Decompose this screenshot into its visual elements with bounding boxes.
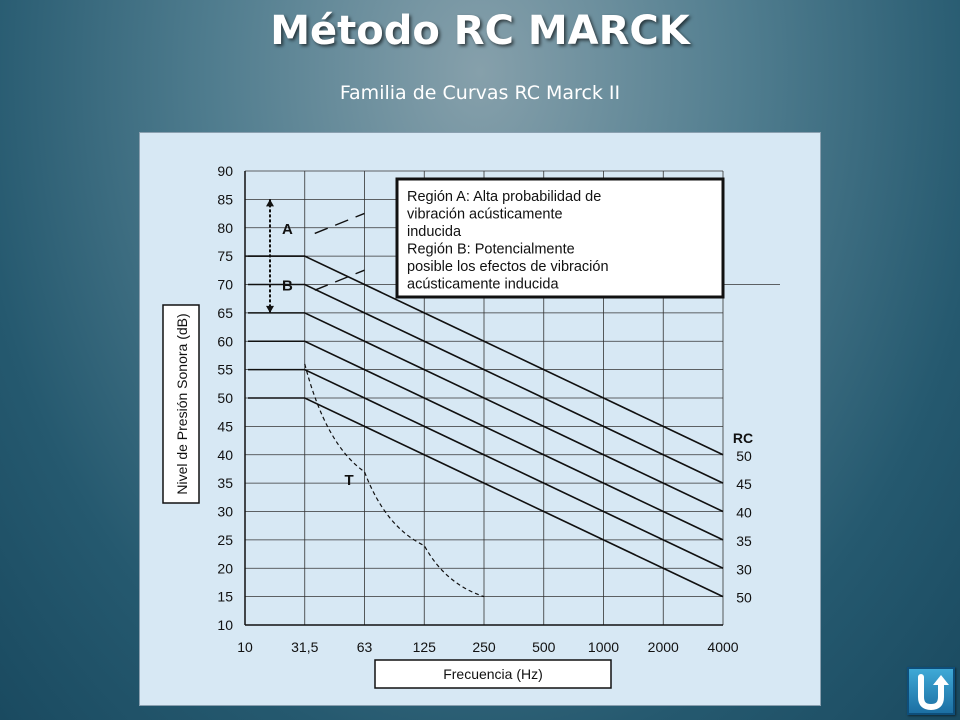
rc-curve-label: 35 [736,533,752,549]
annotation-line: inducida [407,224,462,240]
x-tick-label: 250 [472,639,496,655]
annotation-line: acústicamente inducida [407,277,559,293]
y-tick-label: 45 [217,418,233,434]
y-tick-label: 40 [217,447,233,463]
threshold-curve-label: T [345,472,354,489]
y-tick-label: 60 [217,333,233,349]
x-tick-label: 4000 [707,639,738,655]
y-tick-label: 90 [217,163,233,179]
x-tick-label: 1000 [588,639,619,655]
rc-curve-label: 50 [736,448,752,464]
rc-curve-label: 40 [736,505,752,521]
region-arrowhead-down [266,305,274,313]
y-tick-label: 30 [217,504,233,520]
region-label: B [282,278,293,295]
y-tick-label: 35 [217,475,233,491]
y-tick-label: 70 [217,277,233,293]
y-tick-label: 65 [217,305,233,321]
rc-curve-50 [248,397,724,598]
region-arrowhead-up [266,199,274,207]
rc-curve-label: 50 [736,590,752,606]
x-tick-label: 63 [357,639,373,655]
slide-subtitle: Familia de Curvas RC Marck II [339,82,621,104]
annotation-line: Región A: Alta probabilidad de [407,189,601,205]
rc-curve-45 [248,283,724,484]
rc-curve-50 [248,255,724,456]
x-axis-label: Frecuencia (Hz) [443,666,543,682]
y-tick-label: 75 [217,248,233,264]
y-tick-label: 85 [217,191,233,207]
rc-curve-label: 30 [736,561,752,577]
region-leader [314,212,365,235]
y-tick-label: 50 [217,390,233,406]
y-axis-label: Nivel de Presión Sonora (dB) [174,313,190,494]
region-label: A [282,221,293,238]
rc-header: RC [733,430,753,446]
y-tick-label: 55 [217,362,233,378]
x-tick-label: 2000 [648,639,679,655]
annotation-line: Región B: Potencialmente [407,242,575,258]
x-tick-label: 125 [413,639,437,655]
rc-curve-label: 45 [736,476,752,492]
annotation-line: posible los efectos de vibración [407,259,609,275]
region-leader [314,269,365,291]
slide-title: Método RC MARCK [270,8,690,54]
y-tick-label: 80 [217,220,233,236]
y-tick-label: 15 [217,589,233,605]
y-tick-label: 10 [217,617,233,633]
x-tick-label: 31,5 [291,639,318,655]
rc-curve-40 [248,312,724,513]
rc-curve-35 [248,340,724,541]
y-tick-label: 25 [217,532,233,548]
annotation-line: vibración acústicamente [407,207,563,223]
return-arrow-icon [918,674,949,711]
rc-chart-panel: 90 85 80 75 70 65 60 55 50 45 40 35 30 25 20 15 10 10 31,5… [140,133,820,705]
x-tick-label: 500 [532,639,556,655]
x-tick-label: 10 [237,639,253,655]
rc-curve-30 [248,368,724,569]
return-button[interactable] [907,667,955,715]
threshold-curve [304,363,485,598]
y-tick-label: 20 [217,560,233,576]
